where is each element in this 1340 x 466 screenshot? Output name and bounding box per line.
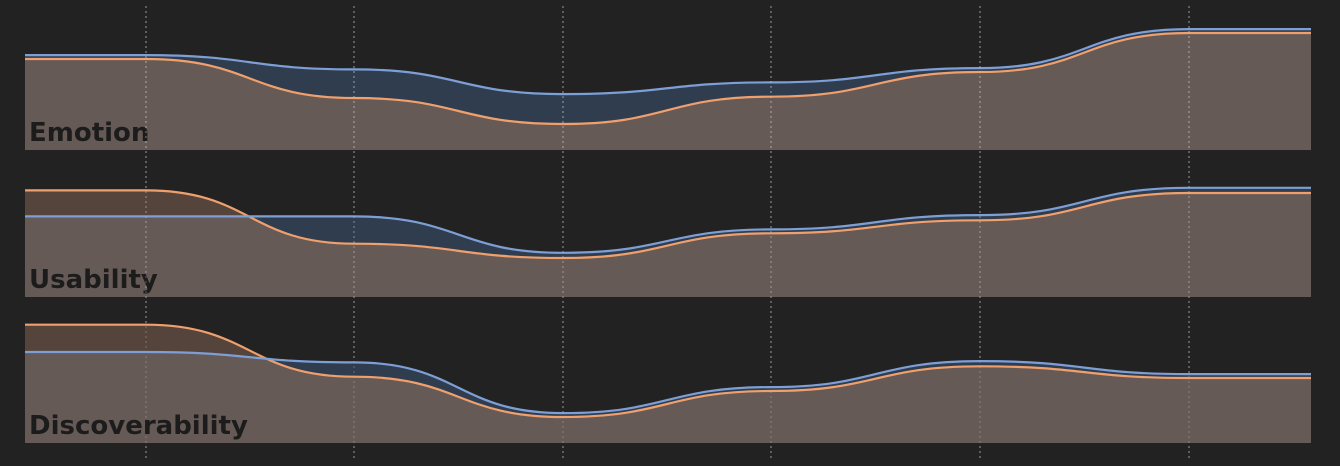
panel-title: Emotion: [29, 118, 149, 148]
series-line: [145, 323, 1190, 419]
series-line: [145, 28, 1190, 96]
series-line: [145, 31, 1190, 126]
area-overlap: [25, 33, 1311, 150]
panel-title: Discoverability: [29, 411, 248, 441]
series-line: [145, 350, 1190, 415]
area-overlap: [25, 190, 1311, 297]
panel-title: Usability: [29, 265, 158, 295]
series-line: [146, 186, 1190, 254]
area-overlap: [25, 352, 1311, 443]
series-line: [145, 189, 1190, 260]
